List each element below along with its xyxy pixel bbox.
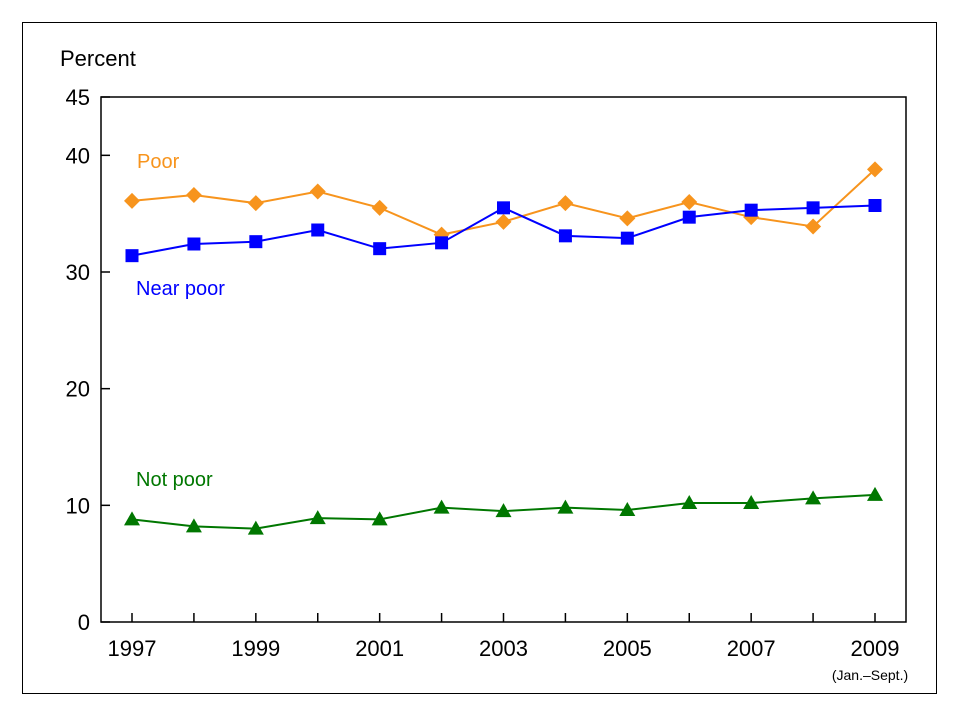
data-point-not-poor — [185, 518, 202, 533]
figure-frame — [22, 22, 937, 694]
y-tick-label: 45 — [66, 85, 90, 110]
x-tick-label: 1999 — [231, 636, 280, 661]
data-point-near-poor — [373, 242, 387, 256]
data-point-poor — [495, 213, 512, 230]
x-axis: 1997 1999 2001 2003 2005 2007 2009 — [108, 613, 900, 661]
y-tick-label: 10 — [66, 493, 90, 518]
data-point-near-poor — [868, 199, 882, 212]
data-point-poor — [371, 199, 388, 216]
series-near-poor: Near poor — [125, 199, 882, 300]
data-point-near-poor — [125, 249, 139, 263]
data-point-not-poor — [557, 499, 574, 514]
series-not-poor: Not poor — [124, 469, 883, 535]
data-point-near-poor — [744, 203, 758, 217]
data-point-near-poor — [497, 201, 510, 215]
data-point-near-poor — [806, 201, 820, 215]
data-point-poor — [867, 161, 883, 178]
data-point-poor — [681, 194, 698, 210]
y-axis: 0 10 20 30 40 45 — [66, 85, 110, 635]
data-point-poor — [124, 192, 140, 209]
data-point-near-poor — [187, 237, 201, 251]
y-tick-label: 40 — [66, 143, 90, 168]
data-point-not-poor — [805, 490, 822, 505]
data-point-not-poor — [247, 520, 264, 535]
data-point-not-poor — [124, 511, 140, 526]
data-point-near-poor — [682, 210, 696, 224]
data-point-poor — [805, 218, 822, 235]
data-point-not-poor — [743, 495, 760, 509]
x-tick-label: 2007 — [727, 636, 776, 661]
data-point-not-poor — [619, 502, 636, 516]
y-tick-label: 0 — [78, 610, 90, 635]
x-tick-label: 1997 — [108, 636, 157, 661]
data-point-not-poor — [867, 486, 883, 501]
plot-area — [100, 96, 907, 623]
series-label-poor: Poor — [137, 151, 180, 173]
y-tick-label: 20 — [66, 377, 90, 402]
series-label-not-poor: Not poor — [136, 469, 213, 491]
data-point-not-poor — [433, 499, 450, 514]
series-poor: Poor — [124, 151, 883, 243]
data-point-near-poor — [435, 236, 449, 250]
data-point-not-poor — [681, 495, 698, 509]
data-point-poor — [557, 195, 574, 212]
data-point-not-poor — [371, 511, 388, 526]
x-tick-label: 2003 — [479, 636, 528, 661]
x-tick-label: 2005 — [603, 636, 652, 661]
data-point-not-poor — [495, 503, 512, 518]
data-point-near-poor — [620, 231, 634, 245]
data-point-poor — [247, 195, 264, 212]
x-tick-label: 2001 — [355, 636, 404, 661]
series-label-near-poor: Near poor — [136, 278, 225, 300]
data-point-poor — [309, 183, 326, 200]
data-point-near-poor — [311, 223, 325, 237]
data-point-poor — [619, 210, 636, 227]
y-axis-title: Percent — [60, 46, 136, 71]
y-tick-label: 30 — [66, 260, 90, 285]
data-point-not-poor — [309, 510, 326, 525]
x-tick-label: 2009 — [851, 636, 900, 661]
x-axis-note: (Jan.–Sept.) — [832, 667, 908, 683]
series-layer: Poor Near poor Not poor — [124, 151, 883, 535]
data-point-near-poor — [249, 235, 263, 249]
data-point-near-poor — [558, 229, 572, 243]
data-point-poor — [185, 187, 202, 203]
